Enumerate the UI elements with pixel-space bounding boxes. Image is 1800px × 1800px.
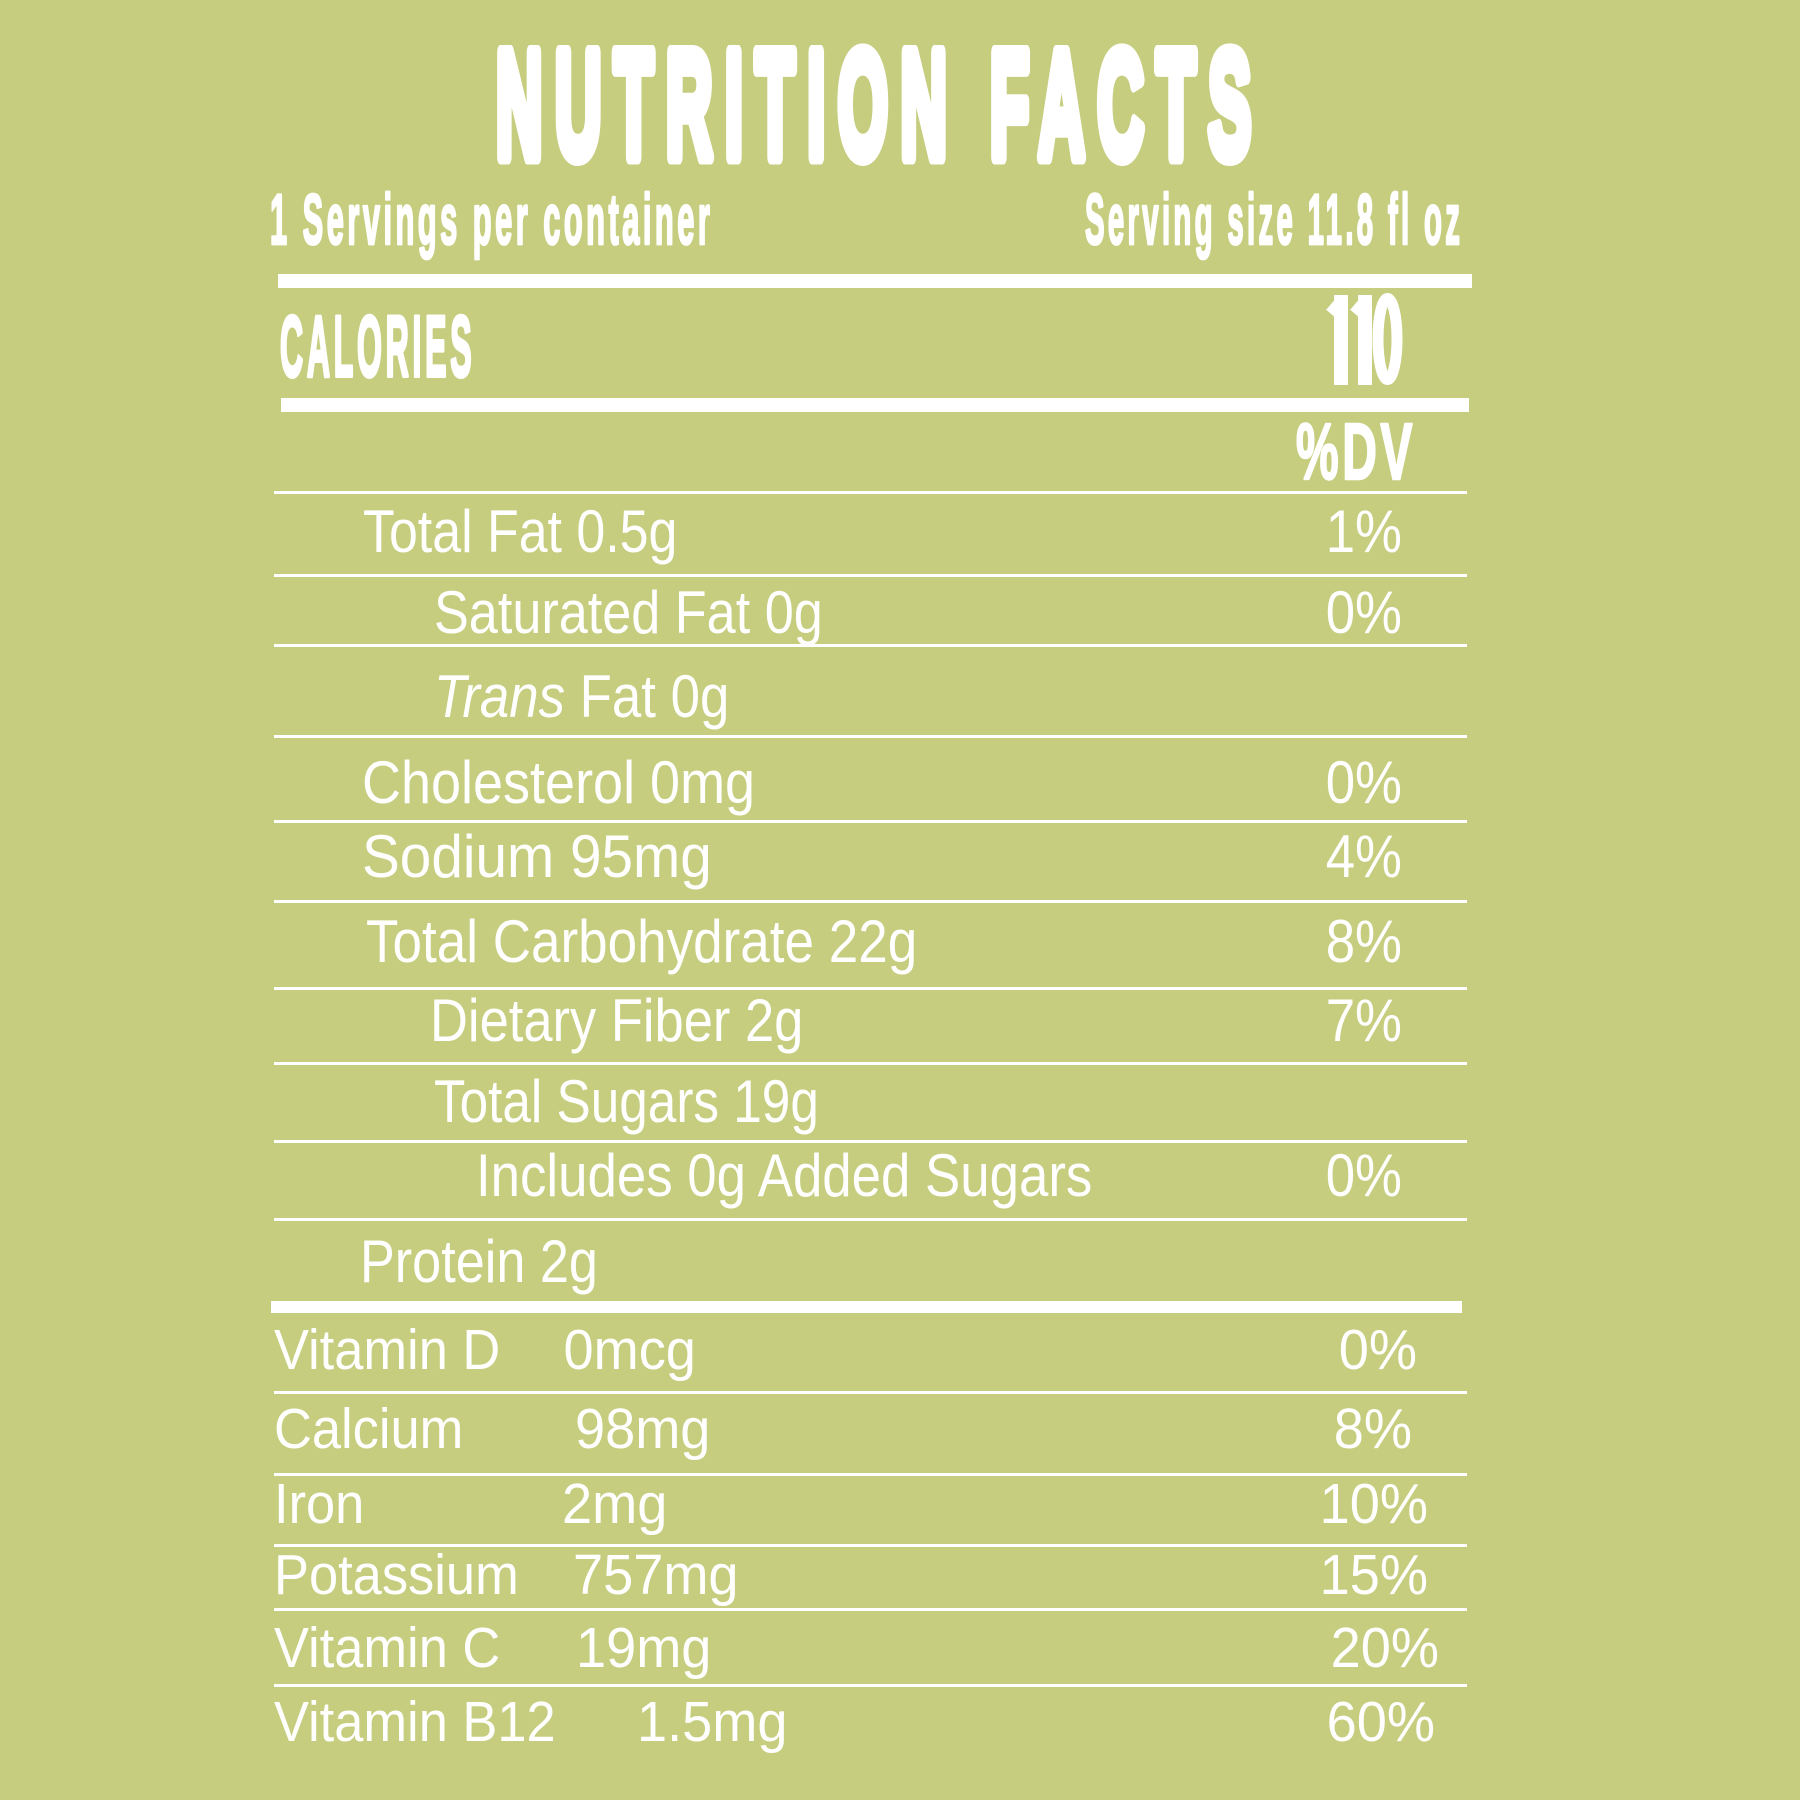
svg-text:Protein 2g: Protein 2g	[360, 1228, 598, 1295]
svg-text:Trans Fat 0g: Trans Fat 0g	[434, 663, 729, 730]
svg-text:4%: 4%	[1326, 823, 1402, 890]
svg-text:Total Sugars 19g: Total Sugars 19g	[434, 1067, 819, 1135]
svg-text:Sodium 95mg: Sodium 95mg	[362, 824, 712, 891]
svg-text:Saturated Fat 0g: Saturated Fat 0g	[434, 579, 823, 646]
svg-text:19mg: 19mg	[576, 1616, 711, 1680]
svg-text:1 Servings per container: 1 Servings per container	[270, 179, 713, 259]
svg-text:0%: 0%	[1326, 749, 1402, 816]
svg-text:1%: 1%	[1326, 498, 1402, 565]
svg-text:0%: 0%	[1326, 579, 1402, 646]
svg-text:60%: 60%	[1327, 1690, 1435, 1754]
svg-text:8%: 8%	[1334, 1397, 1412, 1461]
svg-text:Calcium: Calcium	[274, 1396, 463, 1461]
svg-text:Iron: Iron	[274, 1471, 364, 1536]
svg-text:2mg: 2mg	[562, 1472, 667, 1536]
svg-text:Includes 0g Added Sugars: Includes 0g Added Sugars	[476, 1142, 1092, 1209]
svg-text:8%: 8%	[1326, 908, 1402, 975]
svg-text:Total Carbohydrate 22g: Total Carbohydrate 22g	[366, 908, 917, 975]
svg-text:98mg: 98mg	[575, 1397, 710, 1461]
svg-text:Total Fat 0.5g: Total Fat 0.5g	[363, 497, 677, 564]
svg-text:20%: 20%	[1331, 1616, 1439, 1680]
svg-text:15%: 15%	[1320, 1543, 1428, 1607]
svg-text:NUTRITION FACTS: NUTRITION FACTS	[496, 19, 1264, 190]
svg-text:0%: 0%	[1326, 1142, 1402, 1209]
svg-text:Vitamin C: Vitamin C	[274, 1615, 500, 1680]
svg-text:Dietary Fiber 2g: Dietary Fiber 2g	[430, 987, 803, 1054]
svg-text:757mg: 757mg	[573, 1543, 739, 1607]
svg-text:Cholesterol 0mg: Cholesterol 0mg	[362, 749, 755, 816]
svg-text:7%: 7%	[1326, 987, 1402, 1054]
svg-text:0mcg: 0mcg	[564, 1318, 696, 1382]
svg-text:10%: 10%	[1320, 1472, 1428, 1536]
svg-text:0%: 0%	[1339, 1318, 1417, 1382]
svg-text:Vitamin D: Vitamin D	[274, 1317, 500, 1382]
svg-text:Vitamin B12: Vitamin B12	[274, 1689, 556, 1754]
svg-text:%DV: %DV	[1296, 406, 1416, 496]
svg-text:Potassium: Potassium	[274, 1542, 519, 1607]
svg-text:CALORIES: CALORIES	[280, 298, 475, 395]
svg-text:1.5mg: 1.5mg	[637, 1690, 787, 1754]
svg-text:Serving size 11.8 fl oz: Serving size 11.8 fl oz	[1085, 180, 1463, 260]
